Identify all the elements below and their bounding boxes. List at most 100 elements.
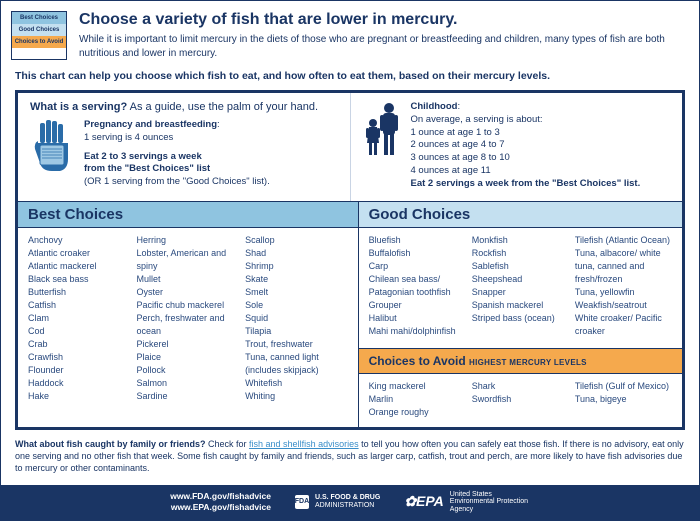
fish-item: Sheepshead [472,273,569,286]
fish-item: Tuna, albacore/ white tuna, canned and f… [575,247,672,286]
childhood-text: Childhood: On average, a serving is abou… [411,101,641,191]
fish-column: AnchovyAtlantic croakerAtlantic mackerel… [28,234,131,404]
fish-item: Atlantic mackerel [28,260,131,273]
fda-block: FDA U.S. FOOD & DRUG ADMINISTRATION [295,494,380,509]
fish-item: Sole [245,299,348,312]
header-text: Choose a variety of fish that are lower … [79,11,685,60]
fish-item: Whiting [245,390,348,403]
fish-item: Bluefish [369,234,466,247]
fish-item: Black sea bass [28,273,131,286]
fish-column: HerringLobster, American and spinyMullet… [137,234,240,404]
fish-item: Trout, freshwater [245,338,348,351]
fish-item: Salmon [137,377,240,390]
fish-item: Pickerel [137,338,240,351]
fish-column: Tilefish (Atlantic Ocean)Tuna, albacore/… [575,234,672,338]
legend-best: Best Choices [12,12,66,24]
header: Best Choices Good Choices Choices to Avo… [1,1,699,66]
fish-item: Tuna, canned light (includes skipjack) [245,351,348,377]
serving-section: What is a serving? As a guide, use the p… [18,93,682,201]
serving-childhood: Childhood: On average, a serving is abou… [350,93,683,201]
fish-item: Herring [137,234,240,247]
serving-pregnancy: What is a serving? As a guide, use the p… [18,93,350,201]
fish-item: Squid [245,312,348,325]
pregnancy-text: Pregnancy and breastfeeding: 1 serving i… [84,119,270,189]
fish-column: MonkfishRockfishSablefishSheepsheadSnapp… [472,234,569,338]
fish-item: King mackerel [369,380,466,393]
fish-item: Clam [28,312,131,325]
fda-icon: FDA [295,495,309,509]
fish-item: Grouper [369,299,466,312]
fish-column: BluefishBuffalofishCarpChilean sea bass/… [369,234,466,338]
fish-item: Snapper [472,286,569,299]
serving-guide: As a guide, use the palm of your hand. [127,101,318,113]
fish-item: Buffalofish [369,247,466,260]
fish-item: Oyster [137,286,240,299]
advisories-link[interactable]: fish and shellfish advisories [249,439,359,449]
fish-item: Spanish mackerel [472,299,569,312]
fish-item: Shad [245,247,348,260]
good-choices-header: Good Choices [359,201,682,228]
fish-item: Shrimp [245,260,348,273]
fish-item: Anchovy [28,234,131,247]
fish-item: Catfish [28,299,131,312]
fish-item: Sablefish [472,260,569,273]
fish-item: Marlin [369,393,466,406]
epa-icon: ✿EPA [404,494,443,509]
fish-item: Smelt [245,286,348,299]
fish-item: Cod [28,325,131,338]
fish-item: Tilefish (Atlantic Ocean) [575,234,672,247]
fish-item: Orange roughy [369,406,466,419]
footer-urls: www.FDA.gov/fishadvice www.EPA.gov/fisha… [170,491,271,513]
fish-item: Shark [472,380,569,393]
fish-item: Pacific chub mackerel [137,299,240,312]
fish-item: Hake [28,390,131,403]
fish-item: Crab [28,338,131,351]
fish-item: Tuna, bigeye [575,393,672,406]
best-choices-list: AnchovyAtlantic croakerAtlantic mackerel… [18,228,358,414]
good-choices-list: BluefishBuffalofishCarpChilean sea bass/… [359,228,682,348]
fish-item: Carp [369,260,466,273]
best-choices-header: Best Choices [18,201,358,228]
legend-avoid: Choices to Avoid [12,36,66,48]
hand-icon [30,119,76,179]
fish-item: Tilefish (Gulf of Mexico) [575,380,672,393]
fish-column: ScallopShadShrimpSkateSmeltSoleSquidTila… [245,234,348,404]
fish-item: Monkfish [472,234,569,247]
fish-item: Perch, freshwater and ocean [137,312,240,338]
fish-item: Butterfish [28,286,131,299]
fish-item: Whitefish [245,377,348,390]
fish-item: Crawfish [28,351,131,364]
intro-text: This chart can help you choose which fis… [1,66,699,90]
fish-item: Sardine [137,390,240,403]
fish-column: SharkSwordfish [472,380,569,419]
footer: www.FDA.gov/fishadvice www.EPA.gov/fisha… [1,485,699,520]
fish-item: Halibut [369,312,466,325]
fish-item: Plaice [137,351,240,364]
fish-item: Mullet [137,273,240,286]
fish-column: King mackerelMarlinOrange roughy [369,380,466,419]
fish-item: Pollock [137,364,240,377]
fish-item: Skate [245,273,348,286]
fish-item: Mahi mahi/dolphinfish [369,325,466,338]
fish-item: Chilean sea bass/ Patagonian toothfish [369,273,466,299]
legend-good: Good Choices [12,24,66,36]
serving-q: What is a serving? [30,101,127,113]
fish-item: Weakfish/seatrout [575,299,672,312]
fish-item: Tilapia [245,325,348,338]
legend-box: Best Choices Good Choices Choices to Avo… [11,11,67,60]
fish-item: White croaker/ Pacific croaker [575,312,672,338]
fish-item: Swordfish [472,393,569,406]
fish-item: Rockfish [472,247,569,260]
fish-item: Striped bass (ocean) [472,312,569,325]
fish-item: Atlantic croaker [28,247,131,260]
main-chart: What is a serving? As a guide, use the p… [15,90,685,430]
avoid-list: King mackerelMarlinOrange roughySharkSwo… [359,374,682,427]
fish-item: Scallop [245,234,348,247]
fish-column: Tilefish (Gulf of Mexico)Tuna, bigeye [575,380,672,419]
fish-item: Haddock [28,377,131,390]
best-choices-col: Best Choices AnchovyAtlantic croakerAtla… [18,201,358,428]
fish-item: Lobster, American and spiny [137,247,240,273]
fish-item: Flounder [28,364,131,377]
page-title: Choose a variety of fish that are lower … [79,11,685,29]
avoid-header: Choices to Avoid HIGHEST MERCURY LEVELS [359,348,682,374]
